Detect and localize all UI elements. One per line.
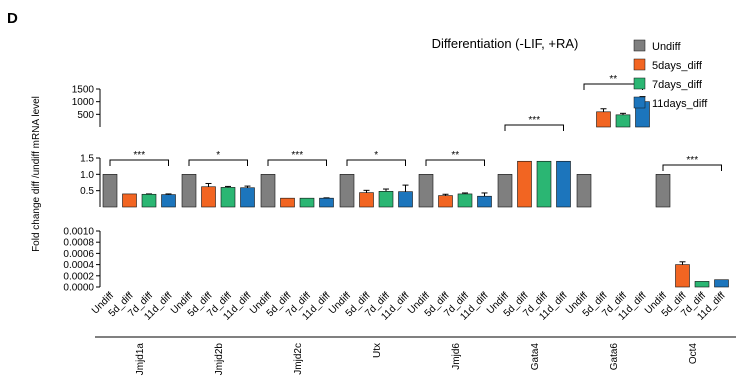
bar (280, 197, 295, 208)
significance-bracket (662, 164, 722, 171)
y-low-tick-label: 0.0002 (63, 271, 94, 282)
significance-label: ** (451, 150, 459, 161)
significance-label: * (216, 150, 220, 161)
y-low-tick-label: 0.0004 (63, 260, 94, 271)
gene-label: Gata4 (530, 343, 541, 371)
bar (201, 186, 216, 208)
significance-bracket (346, 159, 406, 166)
bar (260, 174, 276, 208)
bar (615, 114, 631, 128)
legend-swatch (633, 77, 646, 90)
bar (596, 111, 611, 128)
bar (339, 174, 355, 208)
significance-label: ** (609, 74, 617, 85)
legend-swatch (633, 58, 646, 71)
bar (359, 192, 374, 208)
bar (497, 174, 513, 208)
legend-swatch (633, 39, 646, 52)
y-top-tick-label: 1000 (72, 97, 95, 108)
axes: 150010005001.51.00.50.00100.00080.00060.… (63, 85, 101, 294)
panel-label: D (7, 10, 18, 27)
bar (141, 193, 157, 208)
x-axis-labels: Undiff5d_diff7d_diff11d_diffJmjd1aUndiff… (90, 290, 736, 375)
legend-label: 7days_diff (652, 79, 703, 91)
significance-bracket (504, 124, 564, 131)
bar (240, 187, 255, 208)
significance-bracket (425, 159, 485, 166)
bar (319, 197, 334, 208)
significance-bracket (109, 159, 169, 166)
bar (517, 160, 532, 208)
bar (714, 279, 729, 288)
y-top-tick-label: 500 (77, 110, 94, 121)
gene-label: Jmjd1a (135, 343, 146, 376)
significance-bracket (267, 159, 327, 166)
significance-bracket (188, 159, 248, 166)
y-low-tick-label: 0.0006 (63, 249, 94, 260)
gene-label: Gata6 (609, 343, 620, 371)
bar (556, 160, 571, 208)
bar (418, 174, 434, 208)
y-mid-tick-label: 0.5 (80, 186, 94, 197)
legend: Undiff 5days_diff 7days_diff 11days_diff (633, 39, 708, 110)
significance-label: * (374, 150, 378, 161)
bar (576, 174, 592, 208)
bar (220, 187, 236, 208)
y-low-tick-label: 0.0000 (63, 283, 94, 294)
significance-label: *** (686, 155, 698, 166)
significance-label: *** (528, 115, 540, 126)
bar (299, 197, 315, 208)
legend-label: 5days_diff (652, 60, 703, 72)
bars: *** * *** * ********** (102, 74, 729, 288)
y-mid-tick-label: 1.0 (80, 170, 94, 181)
bar (477, 195, 492, 208)
bar (536, 160, 552, 208)
gene-label: Jmjd2c (293, 343, 304, 375)
y-top-tick-label: 1500 (72, 85, 95, 96)
significance-label: *** (291, 150, 303, 161)
legend-label: 11days_diff (652, 98, 708, 110)
bar (457, 193, 473, 208)
bar (122, 193, 137, 208)
bar (398, 191, 413, 208)
gene-label: Oct4 (688, 343, 699, 365)
bar (181, 174, 197, 208)
gene-label: Jmjd6 (451, 343, 462, 370)
gene-label: Jmjd2b (214, 343, 225, 376)
gene-label: Utx (372, 343, 383, 358)
bar (655, 174, 671, 208)
y-low-tick-label: 0.0010 (63, 227, 94, 238)
bar (378, 191, 394, 208)
bar (438, 195, 453, 208)
legend-label: Undiff (652, 41, 681, 53)
legend-swatch (633, 96, 646, 109)
bar (102, 174, 118, 208)
y-axis-label: Fold change diff /undiff mRNA level (31, 96, 42, 252)
bar (694, 281, 710, 288)
y-low-tick-label: 0.0008 (63, 238, 94, 249)
chart-title: Differentiation (-LIF, +RA) (432, 36, 579, 51)
significance-label: *** (133, 150, 145, 161)
y-mid-tick-label: 1.5 (80, 154, 94, 165)
bar (675, 264, 690, 288)
bar (161, 194, 176, 208)
